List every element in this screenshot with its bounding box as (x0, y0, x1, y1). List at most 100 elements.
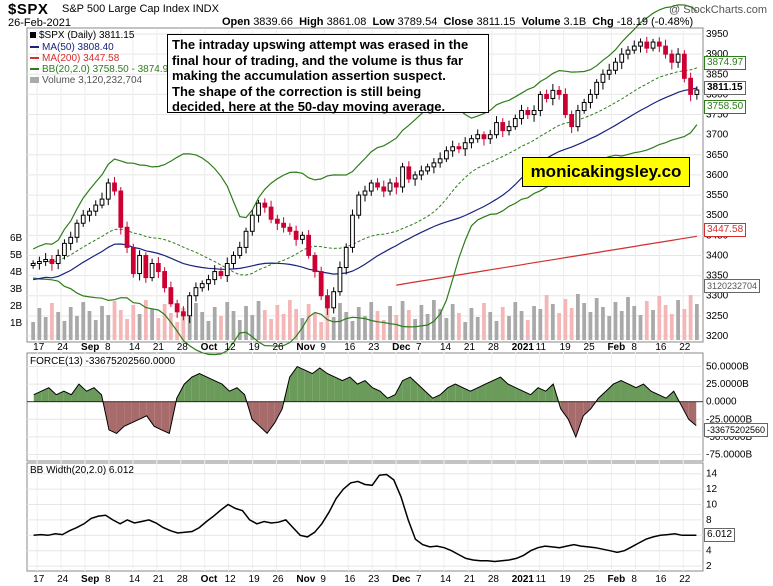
time-tick-label: 26 (272, 342, 284, 353)
volume-bar (143, 300, 148, 340)
legend-volume-text: Volume 3,120,232,704 (42, 75, 143, 86)
volume-bar (394, 315, 399, 340)
candle-body (206, 279, 211, 285)
volume-bar (200, 312, 205, 340)
force-area-segment (425, 391, 433, 402)
time-tick-label: 23 (368, 574, 380, 585)
high-value: 3861.08 (326, 16, 367, 28)
volume-bar (50, 303, 54, 340)
volume-bar (419, 305, 424, 340)
candle-body (130, 246, 136, 275)
volume-bar (576, 294, 580, 340)
volume-bar (319, 322, 324, 340)
force-area-segment (146, 401, 155, 427)
candle-body (694, 89, 700, 95)
force-area-segment (387, 394, 396, 402)
time-tick-label: 17 (33, 574, 45, 585)
candle-body (243, 230, 249, 248)
bbw-tick-label: 2 (706, 561, 712, 572)
volume-bar (344, 312, 349, 340)
force-area-segment (462, 387, 471, 402)
tag-force: -33675202560 (704, 423, 769, 437)
volume-bar (31, 322, 36, 340)
time-tick-label: 16 (344, 574, 356, 585)
force-area-segment (349, 377, 358, 402)
candle-body (93, 204, 99, 212)
volume-bar (632, 306, 637, 340)
force-area-segment (432, 394, 441, 402)
volume-bar (237, 320, 242, 340)
time-tick-label: 2021 (512, 574, 535, 585)
volume-tick-label: 6B (10, 233, 23, 244)
volume-bar (388, 306, 392, 340)
time-tick-label: 28 (177, 342, 189, 353)
force-area-segment (402, 377, 411, 402)
force-area-segment (613, 380, 621, 402)
volume-bar (425, 314, 430, 340)
candle-body (37, 260, 42, 265)
legend-ma200: MA(200) 3447.58 (30, 53, 119, 64)
force-area-segment (93, 387, 102, 402)
tag-bbw: 6.012 (704, 528, 736, 542)
force-area-segment (372, 387, 381, 402)
price-tick-label: 3350 (706, 271, 729, 282)
force-area-segment (109, 401, 117, 434)
volume-bar (532, 306, 536, 340)
candle-body (519, 110, 524, 120)
candle-body (588, 93, 593, 103)
candle-body (656, 41, 662, 47)
time-tick-label: 19 (249, 574, 261, 585)
candle-body (162, 271, 168, 289)
force-area-segment (410, 377, 418, 402)
volume-bar (313, 313, 317, 340)
candle-body (663, 45, 668, 55)
volume-bar (275, 305, 280, 340)
candle-body (418, 170, 424, 176)
volume-bar (381, 320, 386, 340)
volume-bar (68, 307, 73, 340)
volume-bar (181, 308, 186, 340)
candle-body (631, 45, 637, 51)
candle-body (312, 254, 318, 273)
legend-bb: BB(20,2.0) 3758.50 - 3874.97 (30, 64, 174, 75)
time-tick-label: 2021 (512, 342, 535, 353)
volume-bar (219, 316, 223, 340)
candle-body (262, 202, 268, 208)
candle-body (124, 226, 130, 248)
force-area-segment (508, 384, 516, 402)
force-area-segment (688, 401, 697, 426)
force-area-segment (214, 380, 222, 402)
time-tick-label: 11 (536, 342, 547, 353)
bbw-panel-frame (26, 462, 704, 572)
volume-bar (87, 311, 92, 340)
stockcharts-credit[interactable]: @ StockCharts.com (669, 4, 767, 16)
volume-bar (256, 301, 261, 340)
volume-bar (482, 303, 486, 340)
volume-bar (457, 313, 461, 340)
volume-bar (187, 317, 192, 340)
candle-body (218, 271, 224, 277)
time-tick-label: Feb (607, 574, 625, 585)
force-area-segment (86, 387, 94, 402)
candle-body (193, 287, 199, 297)
force-area-segment (395, 380, 403, 402)
volume-bar (56, 312, 61, 340)
volume-tick-label: 5B (10, 250, 23, 261)
candle-body (531, 110, 537, 116)
volume-value: 3.1B (563, 16, 587, 28)
candle-body (544, 93, 549, 99)
time-tick-label: 25 (584, 574, 596, 585)
time-tick-label: Dec (392, 342, 411, 353)
volume-bar (619, 311, 624, 340)
force-area-segment (191, 373, 200, 402)
force-area-segment (636, 384, 644, 402)
bbw-title: BB Width(20,2.0) 6.012 (30, 465, 134, 476)
force-area-segment (568, 401, 576, 437)
force-area-segment (297, 366, 305, 402)
force-area-segment (131, 401, 140, 423)
close-label: Close (443, 16, 474, 28)
candle-body (525, 110, 531, 116)
legend-price-text: $SPX (Daily) 3811.15 (39, 30, 135, 41)
candle-body (68, 236, 74, 244)
volume-bar (118, 310, 123, 340)
